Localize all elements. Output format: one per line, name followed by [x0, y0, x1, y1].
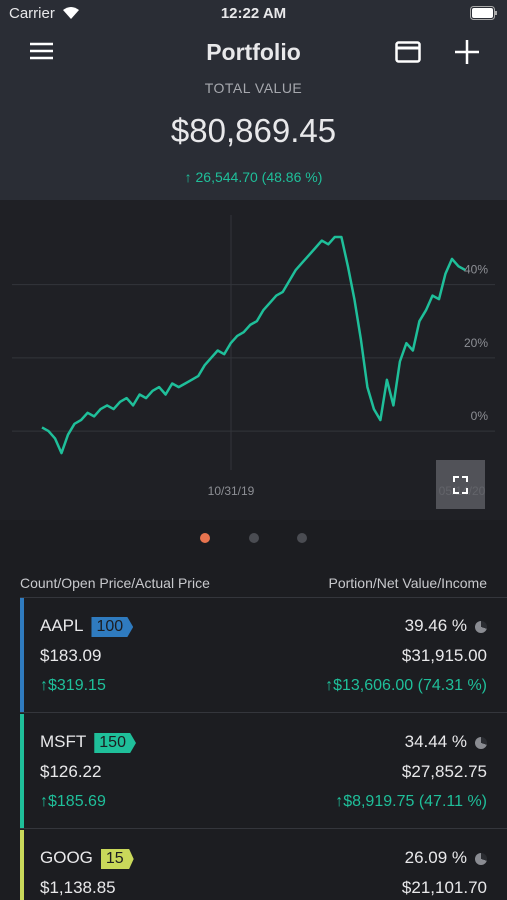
- list-header-left: Count/Open Price/Actual Price: [20, 575, 210, 591]
- income: ↑$8,919.75 (47.11 %): [335, 793, 487, 810]
- add-button[interactable]: [455, 40, 479, 64]
- pie-icon: [475, 620, 487, 633]
- price-line: [41, 235, 466, 455]
- count-badge: 15: [100, 849, 134, 869]
- symbol-line: AAPL 100: [40, 616, 134, 637]
- change-text: $319.15: [48, 677, 106, 694]
- total-change: ↑ 26,544.70 (48.86 %): [184, 169, 323, 185]
- price: $183.09: [40, 646, 102, 665]
- portion-line: 26.09 %: [405, 848, 487, 868]
- color-bar: [20, 598, 24, 712]
- pie-icon: [475, 852, 487, 865]
- total-value: $80,869.45: [170, 112, 337, 149]
- change: ↑$319.15: [40, 677, 106, 694]
- income-text: $13,606.00 (74.31 %): [333, 677, 487, 694]
- header: Carrier 12:22 AM Portfolio TOTAL VALUE $…: [0, 0, 507, 200]
- net-value: $31,915.00: [401, 646, 487, 665]
- symbol-line: GOOG 15: [40, 848, 134, 869]
- portion-line: 39.46 %: [405, 616, 487, 636]
- price: $126.22: [40, 762, 102, 781]
- button-bg: [436, 460, 485, 509]
- portion-line: 34.44 %: [405, 732, 487, 752]
- wifi-icon: [63, 7, 79, 19]
- title: Portfolio: [206, 39, 301, 65]
- symbol: AAPL: [40, 616, 84, 635]
- card-button[interactable]: [395, 41, 421, 63]
- pie-icon: [475, 736, 487, 749]
- menu-button[interactable]: [30, 42, 53, 60]
- fullscreen-icon: [453, 476, 468, 494]
- total-label: TOTAL VALUE: [204, 80, 303, 96]
- income-text: $8,919.75 (47.11 %): [343, 793, 487, 810]
- divider: [20, 597, 507, 598]
- carrier: Carrier: [9, 5, 55, 22]
- net-value: $27,852.75: [401, 762, 487, 781]
- chart: 0%20%40%10/31/1905/14/20: [0, 200, 507, 520]
- y-tick-label: 20%: [464, 336, 488, 350]
- holding-row[interactable]: AAPL 100 39.46 % $183.09 $31,915.00 ↑$319.15 ↑…: [20, 598, 507, 713]
- y-tick-label: 0%: [471, 409, 489, 423]
- portion: 26.09 %: [404, 848, 467, 867]
- fullscreen-button[interactable]: [436, 460, 485, 509]
- portion: 34.44 %: [404, 732, 467, 751]
- color-bar: [20, 714, 24, 828]
- holding-row[interactable]: MSFT 150 34.44 % $126.22 $27,852.75 ↑$185.69 ↑…: [20, 714, 507, 829]
- portion: 39.46 %: [404, 616, 467, 635]
- symbol: MSFT: [40, 732, 87, 751]
- battery-icon: [470, 6, 497, 20]
- change-text: 26,544.70 (48.86 %): [195, 169, 323, 185]
- list-header-right: Portion/Net Value/Income: [328, 575, 488, 591]
- clock: 12:22 AM: [220, 5, 287, 22]
- x-tick-label: 10/31/19: [208, 484, 255, 498]
- color-bar: [20, 830, 24, 900]
- change: ↑$185.69: [40, 793, 106, 810]
- page-dots[interactable]: [190, 530, 320, 546]
- symbol: GOOG: [40, 848, 93, 867]
- income: ↑$13,606.00 (74.31 %): [325, 677, 487, 694]
- count-badge: 100: [91, 617, 134, 637]
- net-value: $21,101.70: [401, 878, 487, 897]
- symbol-line: MSFT 150: [40, 732, 136, 753]
- price: $1,138.85: [40, 878, 116, 897]
- holding-row[interactable]: GOOG 15 26.09 % $1,138.85 $21,101.70: [20, 830, 507, 900]
- count-badge: 150: [94, 733, 136, 753]
- change-text: $185.69: [48, 793, 106, 810]
- y-tick-label: 40%: [464, 263, 488, 277]
